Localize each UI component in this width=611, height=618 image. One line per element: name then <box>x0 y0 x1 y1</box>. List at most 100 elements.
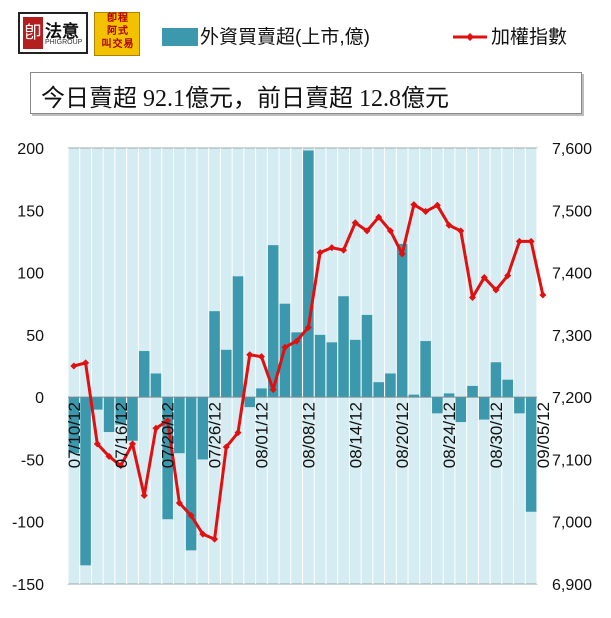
index-point <box>527 237 535 245</box>
index-point <box>363 227 371 235</box>
index-point <box>504 272 512 280</box>
right-axis-tick-label: 7,300 <box>552 328 592 345</box>
legend-bar-label: 外資買賣超(上市,億) <box>200 27 370 48</box>
bar <box>267 245 279 398</box>
x-axis: 07/10/12 07/16/12 07/20/12 07/26/12 08/01/12… <box>65 402 553 468</box>
bar <box>514 397 525 414</box>
bar <box>92 397 103 410</box>
right-axis-tick-label: 7,400 <box>552 266 592 283</box>
bar <box>174 397 185 454</box>
x-axis-tick-label: 07/16/12 <box>112 402 131 468</box>
index-point <box>140 492 148 500</box>
left-axis-tick-label: -150 <box>12 577 44 594</box>
index-point <box>211 535 219 543</box>
summary-banner-text: 今日賣超 92.1億元，前日賣超 12.8億元 <box>41 86 449 112</box>
index-point <box>257 353 265 361</box>
index-point <box>105 452 113 460</box>
bar <box>209 311 220 398</box>
left-axis-tick-label: 50 <box>26 328 44 345</box>
summary-banner: 今日賣超 92.1億元，前日賣超 12.8億元 <box>30 72 582 114</box>
program-trading-logo: 卽程 阿式叫交易 <box>94 12 140 56</box>
index-point <box>199 530 207 538</box>
index-point <box>269 386 277 394</box>
index-point <box>152 424 160 432</box>
index-point <box>445 221 453 229</box>
bar <box>303 150 314 398</box>
left-y-axis: 200 150 100 50 0 -50 -100 -150 <box>12 141 44 594</box>
logo-char: 程 <box>118 13 129 24</box>
bar <box>197 397 209 460</box>
logo-char: 卽 <box>107 13 118 24</box>
left-axis-tick-label: 100 <box>17 266 44 283</box>
bar <box>68 397 80 454</box>
right-axis-tick-label: 7,200 <box>552 390 592 407</box>
x-axis-tick-label: 07/10/12 <box>65 402 84 468</box>
index-point <box>164 417 172 425</box>
index-point <box>281 343 289 351</box>
index-point <box>82 359 90 367</box>
index-point <box>340 246 348 254</box>
index-point <box>492 286 500 294</box>
bar <box>525 397 537 512</box>
bar <box>162 397 173 520</box>
bar <box>478 397 490 420</box>
phigroup-logo-subtext: PHIGROUP <box>45 39 83 46</box>
bar <box>373 382 384 398</box>
logo-char: 式 <box>118 26 129 37</box>
index-point <box>351 219 359 227</box>
index-point <box>480 274 488 282</box>
x-axis-tick-label: 07/26/12 <box>206 402 225 468</box>
legend-line-swatch <box>453 33 487 41</box>
bar <box>408 394 420 398</box>
index-point <box>187 511 195 519</box>
bar <box>115 397 127 425</box>
bar <box>455 397 467 423</box>
index-point <box>328 244 336 252</box>
bar <box>127 397 138 441</box>
right-axis-tick-label: 7,000 <box>552 515 592 532</box>
index-point <box>422 208 430 216</box>
bar <box>443 393 455 398</box>
index-point <box>375 213 383 221</box>
x-axis-tick-label: 09/05/12 <box>534 402 553 468</box>
index-point <box>410 201 418 209</box>
bar <box>291 332 302 398</box>
index-point <box>246 351 254 359</box>
x-axis-tick-label: 08/14/12 <box>346 402 365 468</box>
legend-bar-swatch <box>162 28 198 46</box>
left-axis-tick-label: 0 <box>35 390 44 407</box>
program-trading-logo-chars: 卽程 阿式叫交易 <box>97 14 139 53</box>
right-axis-tick-label: 7,600 <box>552 141 592 158</box>
bar <box>326 342 338 398</box>
bar <box>420 341 431 398</box>
bar <box>467 385 478 398</box>
bar <box>490 362 502 398</box>
x-axis-tick-label: 08/30/12 <box>487 402 506 468</box>
left-axis-tick-label: -100 <box>12 515 44 532</box>
left-axis-tick-label: 150 <box>17 203 44 220</box>
phigroup-logo-text: 法意 <box>45 22 79 41</box>
bar <box>385 373 396 398</box>
phigroup-logo: 卽 法意 PHIGROUP <box>18 12 88 54</box>
x-axis-tick-label: 08/08/12 <box>299 402 318 468</box>
bar <box>314 334 326 398</box>
right-axis-tick-label: 7,100 <box>552 452 592 469</box>
index-point <box>175 499 183 507</box>
bar <box>150 373 162 398</box>
x-axis-tick-label: 08/20/12 <box>393 402 412 468</box>
logo-char: 交 <box>112 39 124 50</box>
bar <box>185 397 197 551</box>
logo-char-row: 卽程 <box>97 14 139 27</box>
index-point <box>539 291 547 299</box>
bar <box>103 397 115 433</box>
logo-char: 阿 <box>107 26 118 37</box>
index-point <box>469 293 477 301</box>
logo-char-row: 叫交易 <box>97 40 139 53</box>
bar <box>432 397 443 414</box>
left-axis-tick-label: 200 <box>17 141 44 158</box>
x-axis-tick-label: 08/01/12 <box>252 402 271 468</box>
index-point <box>316 249 324 257</box>
index-point <box>234 429 242 437</box>
bar <box>361 314 373 398</box>
